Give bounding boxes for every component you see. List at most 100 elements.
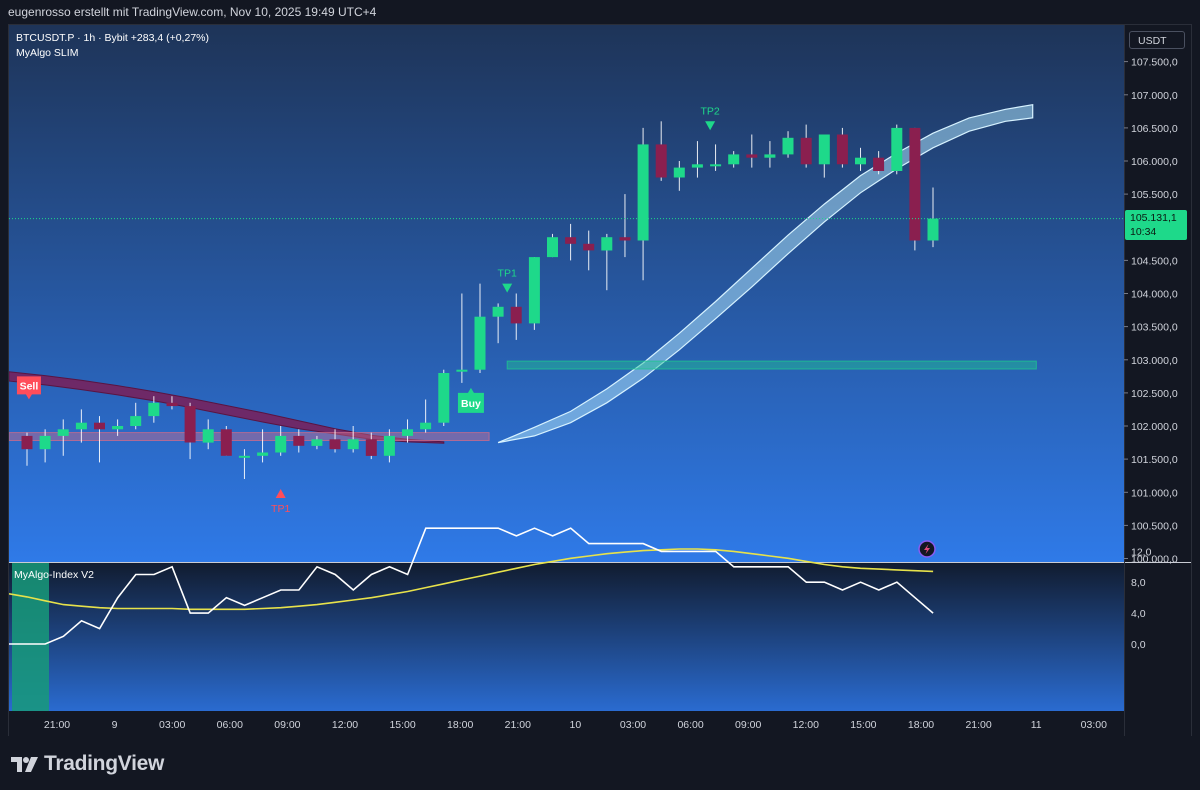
price-tick-label: 106.500,0	[1131, 123, 1178, 135]
candle[interactable]	[728, 151, 740, 168]
candle-body	[637, 144, 649, 241]
take-profit-marker: TP2	[700, 105, 720, 131]
candle[interactable]	[601, 233, 613, 291]
indicator-title[interactable]: MyAlgo-Index V2	[14, 569, 94, 581]
candle[interactable]	[691, 141, 703, 178]
candle[interactable]	[746, 134, 758, 168]
legend-change: +283,4 (+0,27%)	[130, 32, 209, 44]
candle-body	[184, 406, 196, 443]
time-tick-label: 18:00	[447, 719, 473, 731]
signal-badge	[457, 387, 484, 413]
candle-body	[673, 167, 685, 178]
legend-symbol[interactable]: BTCUSDT.P · 1h · Bybit	[16, 32, 128, 44]
candle[interactable]	[329, 429, 341, 453]
candle-body	[583, 243, 595, 251]
time-tick-label: 15:00	[389, 719, 415, 731]
candle[interactable]	[75, 409, 87, 443]
candle-body	[710, 164, 722, 167]
price-tick-label: 101.500,0	[1131, 454, 1178, 466]
index-tick-label: 8,0	[1131, 577, 1146, 589]
candle[interactable]	[184, 402, 196, 460]
candle-body	[601, 237, 613, 251]
main-pane-background	[9, 25, 1124, 562]
time-tick-label: 15:00	[850, 719, 876, 731]
candle[interactable]	[383, 429, 395, 463]
current-price-label: 105.131,1 10:34	[1125, 210, 1187, 240]
candle[interactable]	[94, 416, 105, 463]
candle[interactable]	[818, 134, 830, 178]
candle-body	[873, 157, 885, 171]
candle[interactable]	[275, 426, 287, 456]
candle[interactable]	[583, 230, 595, 271]
price-tick-label: 103.500,0	[1131, 322, 1178, 334]
candle[interactable]	[510, 293, 522, 340]
time-tick-label: 06:00	[677, 719, 703, 731]
candle[interactable]	[764, 141, 776, 168]
candle[interactable]	[565, 223, 577, 261]
chart-canvas[interactable]: TP1 TP1 TP2 Buy Sell 107.500,0 107.000,0 106.5…	[9, 25, 1191, 736]
candle[interactable]	[365, 432, 377, 460]
candle[interactable]	[311, 435, 323, 450]
candle-body	[130, 416, 142, 426]
candle[interactable]	[492, 303, 504, 344]
candle[interactable]	[855, 147, 866, 171]
candle-body	[456, 369, 468, 372]
candle-body	[800, 137, 812, 165]
bullish-trend-band	[497, 103, 1034, 444]
candle[interactable]	[710, 144, 722, 171]
candle[interactable]	[619, 194, 631, 258]
candle[interactable]	[347, 426, 359, 453]
candle[interactable]	[293, 429, 305, 453]
indicator-pane	[9, 527, 934, 711]
candle[interactable]	[257, 429, 269, 463]
candle[interactable]	[438, 369, 450, 426]
candle[interactable]	[800, 124, 812, 168]
time-tick-label: 03:00	[159, 719, 185, 731]
time-tick-label: 03:00	[1081, 719, 1107, 731]
candle[interactable]	[655, 121, 667, 181]
candle[interactable]	[637, 127, 649, 281]
index-signal-zone	[12, 563, 49, 711]
candle[interactable]	[673, 161, 685, 191]
candle-body	[275, 435, 287, 453]
candle[interactable]	[21, 432, 33, 466]
candle-body	[891, 127, 903, 171]
candle-body	[148, 402, 160, 417]
lightning-icon[interactable]	[918, 540, 936, 558]
support-zone-2	[506, 360, 1037, 370]
candle[interactable]	[112, 419, 124, 436]
candle[interactable]	[148, 396, 160, 423]
candle[interactable]	[238, 449, 250, 479]
candle[interactable]	[402, 419, 413, 443]
candle-body	[39, 435, 51, 450]
index-tick-label: 4,0	[1131, 608, 1146, 620]
candle[interactable]	[836, 127, 848, 168]
candle[interactable]	[547, 233, 558, 258]
candle[interactable]	[456, 293, 468, 383]
candle[interactable]	[891, 124, 903, 175]
candle[interactable]	[782, 131, 794, 158]
candle[interactable]	[909, 127, 921, 251]
currency-unit-button[interactable]: USDT	[1129, 31, 1185, 49]
candle[interactable]	[130, 402, 142, 430]
candle[interactable]	[873, 151, 885, 175]
candle[interactable]	[474, 283, 486, 373]
tradingview-logo-icon	[11, 757, 38, 772]
bar-countdown: 10:34	[1130, 226, 1157, 238]
candle-body	[909, 127, 921, 241]
candle[interactable]	[528, 257, 540, 330]
sell-signal[interactable]: Sell	[16, 376, 41, 400]
candle[interactable]	[420, 399, 432, 433]
price-tick-label: 103.000,0	[1131, 355, 1178, 367]
candle[interactable]	[57, 419, 69, 456]
candle-body	[329, 439, 341, 450]
footer: TradingView	[10, 748, 164, 780]
candle[interactable]	[202, 419, 214, 450]
candle[interactable]	[166, 396, 178, 410]
buy-signal[interactable]: Buy	[457, 387, 484, 413]
legend-indicator[interactable]: MyAlgo SLIM	[16, 47, 79, 59]
candle[interactable]	[220, 426, 232, 456]
candle[interactable]	[927, 187, 939, 248]
price-tick-label: 102.500,0	[1131, 388, 1178, 400]
candle[interactable]	[39, 429, 51, 463]
